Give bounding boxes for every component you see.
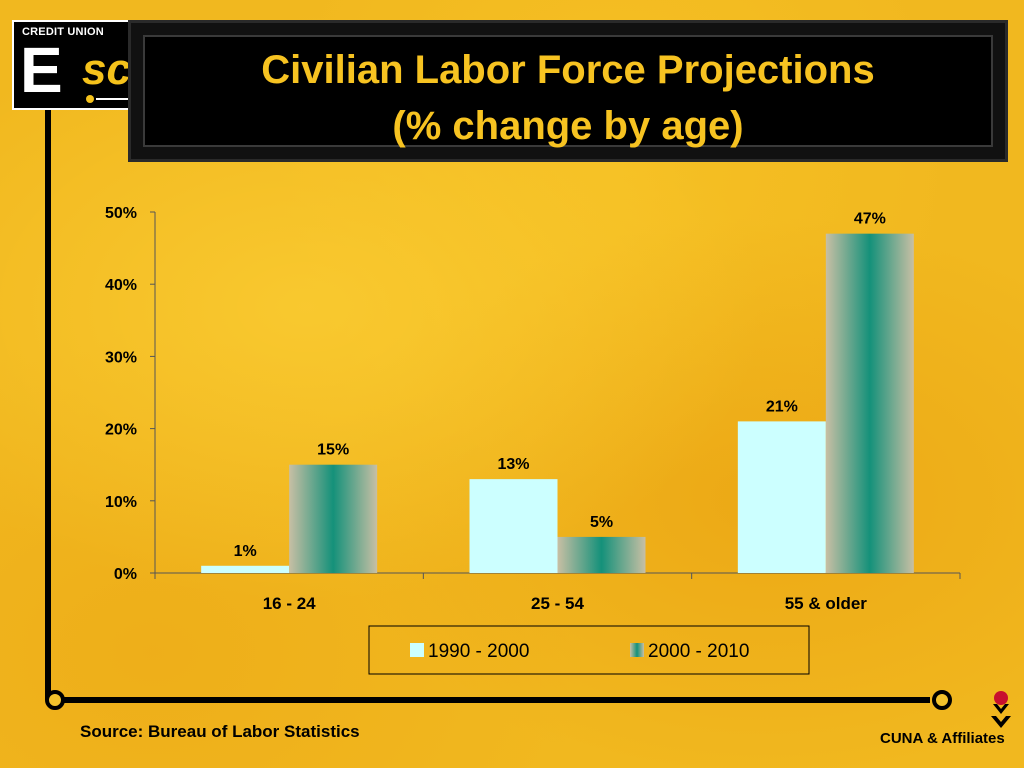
- title-box: Civilian Labor Force Projections (% chan…: [128, 20, 1008, 162]
- brand-name: CUNA & Affiliates: [880, 730, 1005, 747]
- logo-letter-e: E: [20, 34, 63, 106]
- y-tick-label: 10%: [105, 494, 137, 511]
- x-tick-label: 55 & older: [785, 594, 868, 613]
- data-label: 15%: [317, 442, 349, 459]
- bar-series1: [737, 421, 826, 573]
- logo-dot: [86, 95, 94, 103]
- y-tick-label: 40%: [105, 277, 137, 294]
- data-label: 13%: [497, 456, 529, 473]
- legend-swatch: [410, 643, 424, 657]
- legend-label: 2000 - 2010: [648, 641, 749, 662]
- frame-right-dot: [932, 690, 952, 710]
- bar-series2: [289, 464, 378, 573]
- cuna-logo-icon: [991, 691, 1011, 728]
- frame-vertical-line: [45, 110, 51, 700]
- y-tick-label: 20%: [105, 422, 137, 439]
- bar-series1: [201, 565, 290, 573]
- bar-series1: [469, 479, 558, 573]
- slide-subtitle: (% change by age): [392, 104, 744, 148]
- bar-series2: [825, 233, 914, 573]
- frame-left-dot: [45, 690, 65, 710]
- data-label: 21%: [766, 398, 798, 415]
- x-tick-label: 16 - 24: [263, 594, 316, 613]
- legend-swatch: [630, 643, 644, 657]
- y-tick-label: 0%: [114, 566, 137, 583]
- y-tick-label: 50%: [105, 205, 137, 222]
- source-note: Source: Bureau of Labor Statistics: [80, 722, 360, 741]
- frame-horizontal-line: [58, 697, 930, 703]
- legend-label: 1990 - 2000: [428, 641, 529, 662]
- logo-top-text: CREDIT UNION: [22, 26, 104, 38]
- x-tick-label: 25 - 54: [531, 594, 584, 613]
- bar-series2: [557, 536, 646, 573]
- legend-box: [368, 625, 810, 675]
- data-label: 5%: [590, 514, 613, 531]
- data-label: 47%: [854, 211, 886, 228]
- data-label: 1%: [234, 543, 257, 560]
- logo-line: [96, 98, 158, 100]
- slide-title: Civilian Labor Force Projections: [261, 48, 875, 92]
- y-tick-label: 30%: [105, 349, 137, 366]
